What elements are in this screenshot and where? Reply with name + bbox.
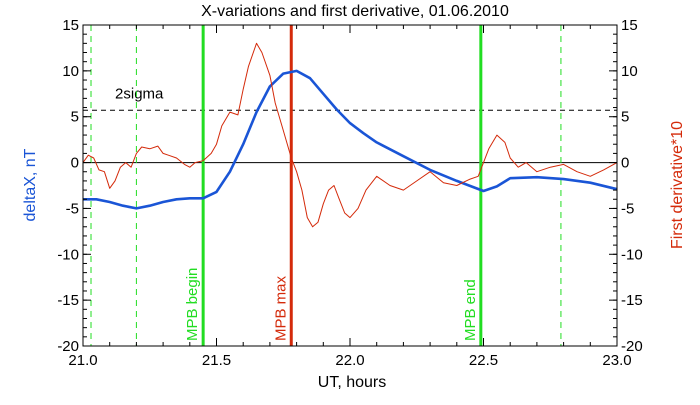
y-tick-label-right: 0 [621,155,629,172]
x-axis-label: UT, hours [318,374,386,391]
y-tick-label-right: -10 [621,246,643,263]
mpb-max-label: MPB max [272,275,289,341]
y-tick-label-left: 15 [62,17,79,34]
y-tick-label-right: -15 [621,292,643,309]
chart-title: X-variations and first derivative, 01.06… [201,3,509,20]
x-tick-label: 21.0 [68,352,97,369]
plot-area: 2sigma MPB begin MPB max MPB end 21.0 21.5 22.… [57,17,642,369]
y-axis-label-right: First derivative*10 [669,121,686,249]
x-tick-label: 22.5 [469,352,498,369]
mpb-begin-label: MPB begin [184,268,201,341]
y-tick-label-left: -10 [57,246,79,263]
mpb-end-label: MPB end [462,279,479,341]
x-tick-label: 23.0 [602,352,631,369]
derivative-series-line [82,42,618,228]
x-tick-label: 21.5 [202,352,231,369]
y-tick-label-left: -5 [66,200,79,217]
y-tick-label-left: -15 [57,292,79,309]
y-tick-label-left: 10 [62,63,79,80]
y-tick-label-left: -20 [57,338,79,355]
y-tick-label-right: 10 [621,63,638,80]
y-tick-label-right: -20 [621,338,643,355]
y-tick-label-left: 0 [71,155,79,172]
plot-frame [82,24,618,347]
y-tick-label-left: 5 [71,109,79,126]
y-tick-label-right: 5 [621,109,629,126]
y-tick-label-right: -5 [621,200,634,217]
threshold-label: 2sigma [115,85,164,102]
y-axis-label-left: deltaX, nT [22,148,39,221]
y-tick-label-right: 15 [621,17,638,34]
deltax-series-line [83,69,618,210]
x-tick-label: 22.0 [335,352,364,369]
